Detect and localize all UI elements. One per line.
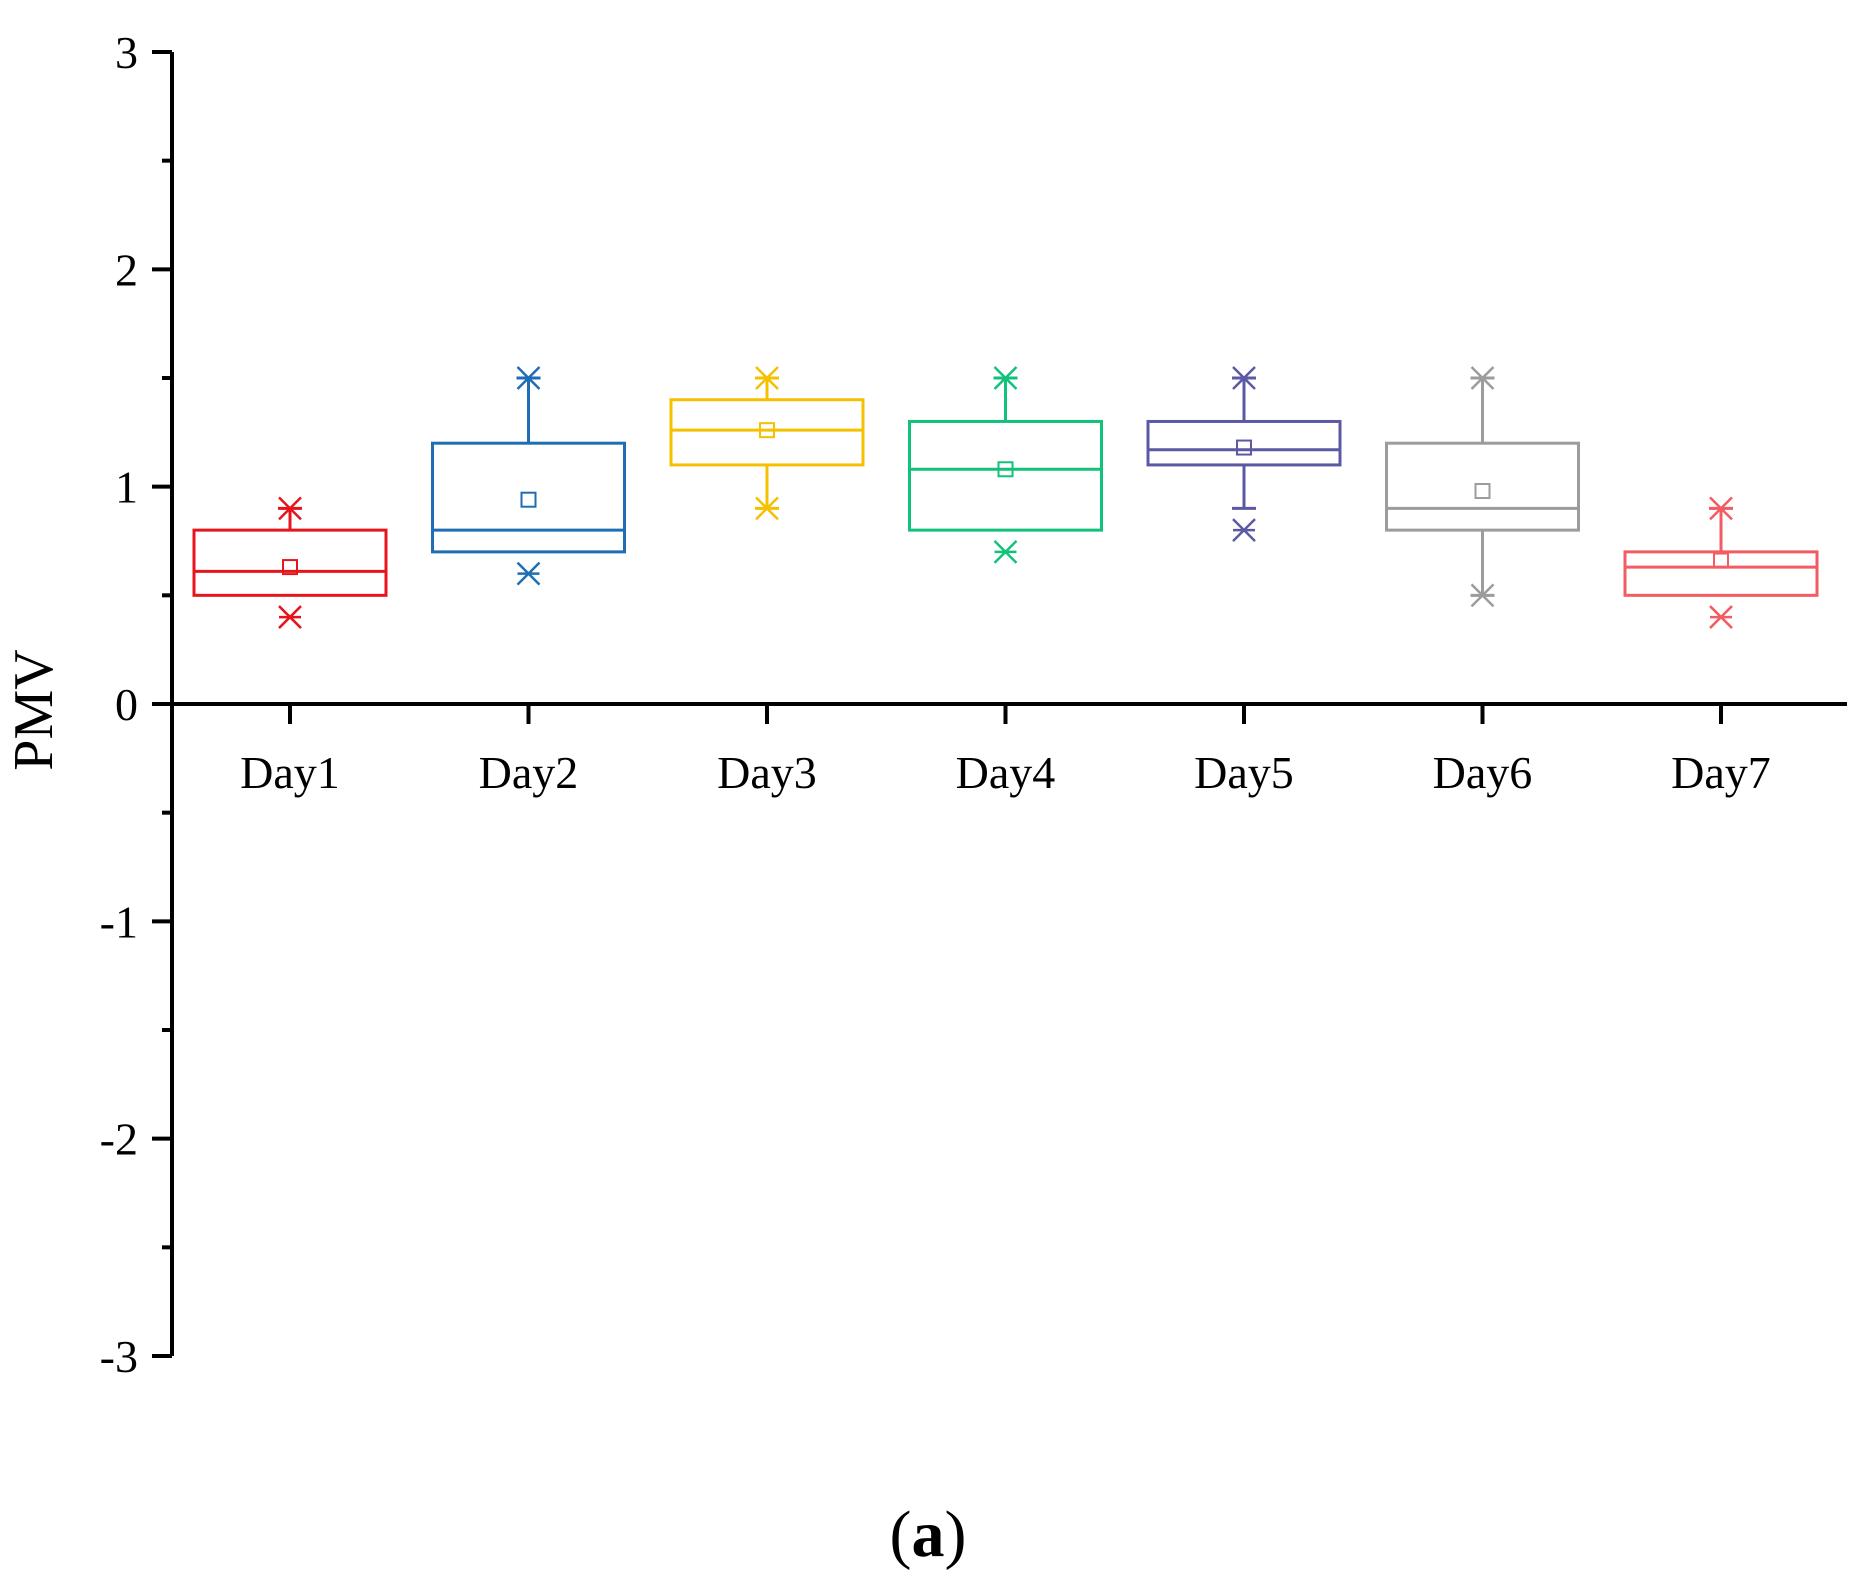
iqr-box bbox=[908, 419, 1103, 532]
caption-close-paren: ) bbox=[945, 1498, 967, 1571]
x-tick-label: Day4 bbox=[956, 747, 1056, 798]
y-tick-label: 1 bbox=[115, 462, 138, 513]
outlier-marker bbox=[516, 561, 541, 586]
caption-letter: a bbox=[912, 1498, 945, 1571]
y-tick-label: 0 bbox=[115, 679, 138, 730]
outlier-marker bbox=[993, 539, 1018, 564]
caption-open-paren: ( bbox=[890, 1498, 912, 1571]
y-tick-label: -2 bbox=[100, 1114, 138, 1165]
mean-marker bbox=[997, 461, 1014, 478]
outlier-marker bbox=[1470, 583, 1495, 608]
y-tick-label: 2 bbox=[115, 244, 138, 295]
iqr-box bbox=[669, 398, 865, 467]
outlier-marker bbox=[1470, 366, 1495, 390]
y-tick-label: -3 bbox=[100, 1331, 138, 1382]
mean-marker bbox=[520, 491, 537, 508]
outlier-marker bbox=[1709, 605, 1733, 629]
iqr-box bbox=[192, 528, 388, 597]
mean-marker bbox=[282, 559, 298, 576]
iqr-box bbox=[1146, 419, 1342, 467]
outlier-marker bbox=[755, 366, 779, 390]
x-tick-label: Day6 bbox=[1433, 747, 1533, 798]
outlier-marker bbox=[1232, 366, 1256, 390]
figure-caption: (a) bbox=[890, 1498, 967, 1571]
plot-area: -3 -2 -1 0 1 2 3 Day1 Day2 Day3 Day4 Day5 Day6 Day7 bbox=[100, 27, 1847, 1382]
x-tick-label: Day2 bbox=[479, 747, 579, 798]
mean-marker bbox=[759, 422, 775, 439]
outlier-marker bbox=[755, 496, 779, 521]
iqr-box bbox=[431, 441, 626, 554]
mean-marker bbox=[1713, 552, 1729, 569]
outlier-marker bbox=[1232, 518, 1256, 543]
iqr-box bbox=[1623, 550, 1819, 597]
x-tick-label: Day3 bbox=[717, 747, 817, 798]
mean-marker bbox=[1474, 483, 1491, 500]
iqr-box bbox=[1385, 441, 1580, 532]
y-tick-label: -1 bbox=[100, 896, 138, 947]
x-tick-label: Day1 bbox=[240, 747, 340, 798]
mean-marker bbox=[1236, 439, 1252, 456]
outlier-marker bbox=[993, 366, 1018, 390]
y-tick-label: 3 bbox=[115, 27, 138, 78]
outlier-marker bbox=[278, 496, 302, 521]
x-tick-label: Day5 bbox=[1194, 747, 1294, 798]
outlier-marker bbox=[516, 366, 541, 390]
outlier-marker bbox=[278, 605, 302, 629]
x-tick-label: Day7 bbox=[1671, 747, 1771, 798]
outlier-marker bbox=[1709, 496, 1733, 521]
y-axis-label: PMV bbox=[3, 649, 65, 770]
